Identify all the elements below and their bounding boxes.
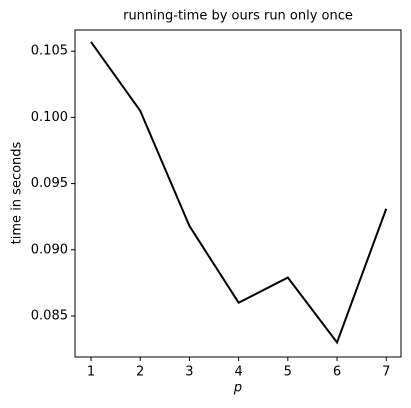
y-tick-label: 0.095: [31, 176, 68, 191]
y-tick-label: 0.105: [31, 44, 68, 59]
data-line: [90, 41, 388, 345]
plot-frame: [74, 29, 402, 358]
y-tick-label: 0.090: [31, 242, 68, 257]
x-tick-label: 6: [333, 365, 341, 380]
x-tick-label: 3: [185, 365, 193, 380]
y-tick-label: 0.085: [31, 308, 68, 323]
y-axis-label: time in seconds: [10, 141, 25, 244]
x-tick-label: 5: [284, 365, 292, 380]
x-tick-label: 1: [87, 365, 95, 380]
x-tick-label: 4: [234, 365, 242, 380]
y-tick-label: 0.100: [31, 110, 68, 125]
x-tick-label: 7: [382, 365, 390, 380]
x-axis-label: p: [233, 381, 242, 396]
chart-title: running-time by ours run only once: [123, 9, 353, 24]
x-tick-label: 2: [136, 365, 144, 380]
